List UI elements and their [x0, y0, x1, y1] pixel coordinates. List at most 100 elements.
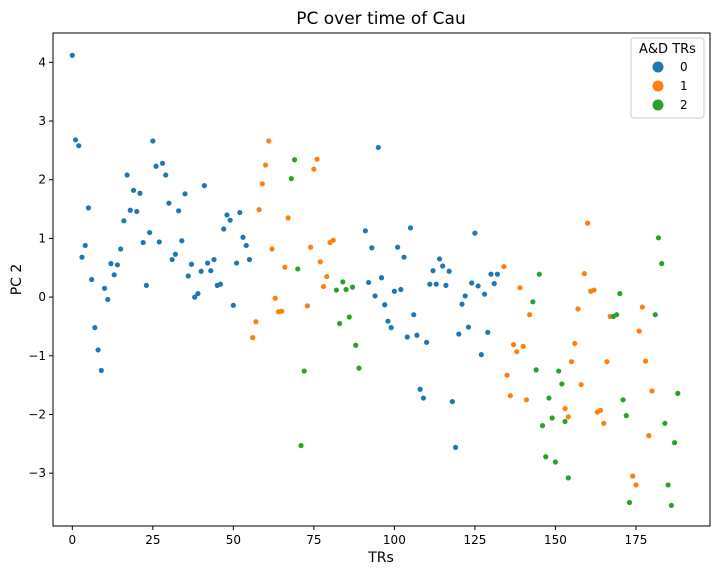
- point-series-1: [562, 406, 568, 412]
- point-series-2: [533, 367, 539, 373]
- point-series-1: [282, 264, 288, 270]
- point-series-1: [581, 271, 588, 277]
- point-series-2: [536, 271, 542, 277]
- point-series-1: [646, 433, 652, 439]
- plot-frame: [52, 32, 711, 527]
- point-series-1: [636, 328, 642, 334]
- point-series-1: [253, 319, 259, 325]
- point-series-2: [552, 459, 559, 465]
- chart-title: PC over time of Cau: [296, 9, 466, 29]
- y-tick-label: 3: [38, 114, 46, 128]
- point-series-2: [620, 397, 626, 403]
- point-series-1: [256, 207, 262, 213]
- point-series-1: [285, 215, 291, 221]
- legend-marker-2: [652, 99, 664, 111]
- point-series-2: [556, 368, 562, 374]
- point-series-2: [343, 286, 349, 293]
- x-axis-label: TRs: [367, 550, 394, 566]
- point-series-0: [436, 256, 443, 262]
- point-series-0: [195, 290, 201, 297]
- point-series-0: [85, 205, 92, 211]
- point-series-0: [95, 347, 101, 353]
- x-tick-label: 0: [69, 533, 77, 547]
- point-series-0: [156, 239, 162, 245]
- point-series-0: [124, 172, 130, 178]
- point-series-2: [337, 320, 343, 327]
- x-tick-label: 175: [624, 533, 647, 547]
- point-series-0: [159, 160, 166, 166]
- point-series-1: [523, 397, 530, 403]
- point-series-0: [72, 137, 79, 143]
- point-series-0: [433, 281, 439, 287]
- y-tick-label: 0: [38, 290, 46, 304]
- point-series-1: [501, 263, 507, 270]
- point-series-1: [250, 335, 256, 341]
- point-series-1: [504, 372, 510, 378]
- point-series-1: [633, 482, 639, 488]
- y-axis: −3 −2 −1 0 1 2 3 4: [28, 55, 53, 480]
- point-series-0: [240, 234, 246, 240]
- x-tick-label: 25: [145, 533, 160, 547]
- point-series-2: [291, 157, 298, 163]
- point-series-0: [118, 246, 124, 252]
- legend: A&D TRs 0 1 2: [630, 37, 705, 119]
- point-series-0: [217, 281, 224, 287]
- point-series-1: [314, 156, 320, 162]
- point-series-1: [597, 407, 604, 413]
- point-series-1: [578, 381, 584, 388]
- point-series-0: [414, 332, 420, 338]
- point-series-2: [614, 312, 620, 318]
- point-series-2: [562, 418, 568, 425]
- point-series-0: [398, 286, 404, 293]
- point-series-1: [320, 283, 327, 290]
- legend-label-0: 0: [680, 60, 688, 74]
- point-series-0: [221, 226, 227, 232]
- point-series-2: [353, 342, 359, 348]
- point-series-0: [494, 271, 501, 277]
- point-series-0: [179, 238, 185, 244]
- point-series-0: [114, 262, 121, 268]
- point-series-1: [572, 340, 578, 347]
- point-series-0: [89, 276, 95, 283]
- point-series-0: [182, 191, 188, 197]
- point-series-2: [349, 284, 356, 290]
- point-series-2: [559, 381, 565, 387]
- point-series-0: [443, 282, 449, 288]
- point-series-0: [105, 296, 111, 303]
- point-series-0: [362, 228, 368, 234]
- point-series-0: [201, 183, 207, 189]
- point-series-1: [272, 295, 278, 301]
- point-series-1: [507, 393, 513, 399]
- point-series-0: [449, 398, 455, 405]
- point-series-0: [130, 187, 137, 193]
- point-series-1: [262, 162, 269, 168]
- point-series-0: [378, 275, 385, 281]
- point-series-1: [324, 273, 330, 280]
- point-series-2: [356, 365, 362, 371]
- point-series-0: [233, 260, 240, 266]
- point-series-1: [642, 358, 649, 364]
- point-series-0: [147, 229, 153, 236]
- point-series-0: [82, 242, 88, 249]
- point-series-1: [330, 237, 336, 243]
- plot-area: [69, 52, 681, 509]
- point-series-0: [108, 261, 114, 267]
- legend-marker-0: [652, 61, 664, 73]
- y-tick-label: −3: [28, 466, 46, 480]
- point-series-0: [391, 288, 397, 294]
- point-series-0: [388, 325, 394, 331]
- point-series-0: [481, 291, 488, 297]
- point-series-0: [134, 208, 140, 215]
- point-series-0: [111, 272, 117, 278]
- point-series-0: [452, 444, 459, 450]
- point-series-0: [198, 268, 204, 274]
- point-series-2: [671, 440, 678, 446]
- point-series-2: [675, 390, 681, 396]
- point-series-1: [311, 166, 317, 172]
- point-series-0: [166, 200, 172, 206]
- point-series-0: [204, 260, 211, 266]
- point-series-0: [427, 281, 433, 287]
- point-series-0: [169, 256, 175, 263]
- point-series-2: [659, 261, 665, 267]
